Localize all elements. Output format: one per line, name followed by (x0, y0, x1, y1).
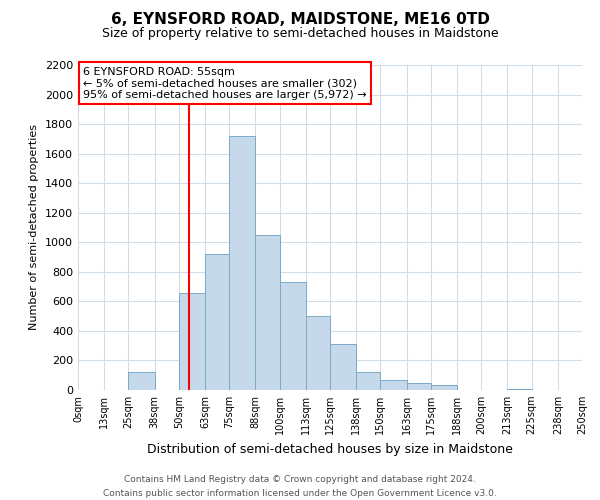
Bar (356, 372, 380, 390)
Y-axis label: Number of semi-detached properties: Number of semi-detached properties (29, 124, 40, 330)
Bar (306, 316, 330, 390)
Text: 6, EYNSFORD ROAD, MAIDSTONE, ME16 0TD: 6, EYNSFORD ROAD, MAIDSTONE, ME16 0TD (110, 12, 490, 28)
Bar (205, 254, 229, 390)
Bar (179, 292, 205, 390)
Text: 6 EYNSFORD ROAD: 55sqm
← 5% of semi-detached houses are smaller (302)
95% of sem: 6 EYNSFORD ROAD: 55sqm ← 5% of semi-deta… (83, 66, 367, 100)
Bar (280, 282, 306, 390)
Bar (508, 388, 532, 390)
Bar (128, 372, 155, 390)
Bar (380, 380, 407, 390)
Bar (229, 136, 256, 390)
Bar (431, 385, 457, 390)
Text: Size of property relative to semi-detached houses in Maidstone: Size of property relative to semi-detach… (101, 28, 499, 40)
Bar (330, 344, 356, 390)
Text: Contains HM Land Registry data © Crown copyright and database right 2024.
Contai: Contains HM Land Registry data © Crown c… (103, 476, 497, 498)
Bar (256, 235, 280, 390)
Bar (407, 382, 431, 390)
X-axis label: Distribution of semi-detached houses by size in Maidstone: Distribution of semi-detached houses by … (147, 442, 513, 456)
